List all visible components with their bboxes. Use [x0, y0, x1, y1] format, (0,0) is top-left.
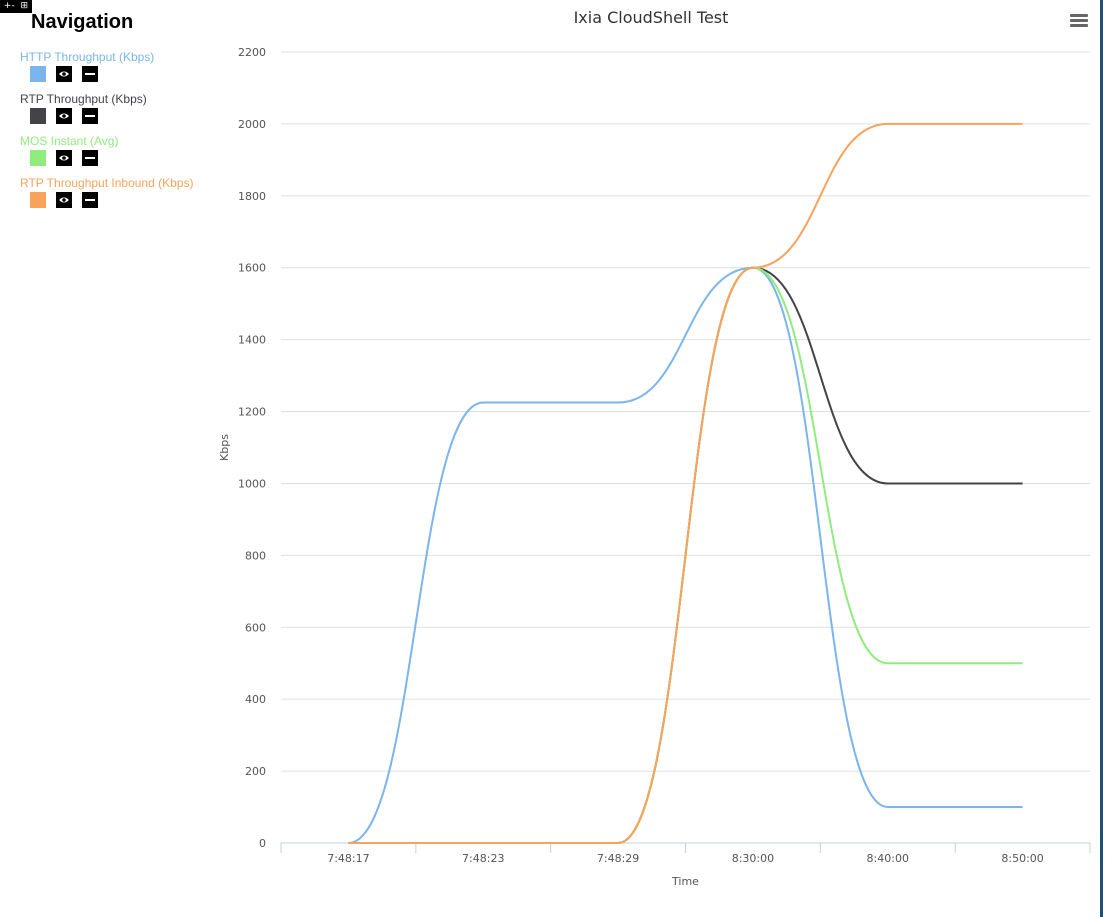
y-tick-label: 1200 — [238, 406, 266, 419]
y-tick-label: 1400 — [238, 334, 266, 347]
y-tick-label: 200 — [245, 765, 266, 778]
minus-icon — [85, 115, 95, 117]
series-color-swatch[interactable] — [30, 192, 46, 208]
remove-series-button[interactable] — [82, 108, 98, 124]
series-controls — [30, 66, 220, 82]
y-tick-label: 1600 — [238, 262, 266, 275]
series-label[interactable]: RTP Throughput Inbound (Kbps) — [20, 176, 194, 190]
x-tick-label: 7:48:29 — [597, 852, 639, 865]
mini-toolbar: +- ⊞ — [0, 0, 32, 13]
toggle-visibility-button[interactable] — [56, 150, 72, 166]
y-axis-title: Kbps — [218, 434, 231, 461]
minus-icon — [85, 157, 95, 159]
series-controls — [30, 192, 220, 208]
grid-icon[interactable]: ⊞ — [20, 1, 29, 11]
x-tick-label: 7:48:23 — [462, 852, 504, 865]
y-tick-label: 600 — [245, 621, 266, 634]
remove-series-button[interactable] — [82, 192, 98, 208]
hamburger-bar-icon — [1070, 24, 1088, 27]
eye-icon — [59, 71, 69, 77]
minus-icon — [85, 73, 95, 75]
chart-menu-button[interactable] — [1070, 14, 1088, 30]
series-color-swatch[interactable] — [30, 66, 46, 82]
eye-icon — [59, 155, 69, 161]
series-label[interactable]: HTTP Throughput (Kbps) — [20, 50, 155, 64]
y-tick-label: 1000 — [238, 477, 266, 490]
x-tick-label: 8:40:00 — [867, 852, 909, 865]
x-tick-label: 7:48:17 — [327, 852, 369, 865]
toggle-visibility-button[interactable] — [56, 108, 72, 124]
series-label[interactable]: RTP Throughput (Kbps) — [20, 92, 147, 106]
navigation-title: Navigation — [31, 11, 134, 33]
y-tick-label: 1800 — [238, 190, 266, 203]
series-line — [348, 266, 1023, 844]
eye-icon — [59, 197, 69, 203]
navigation-series-item: HTTP Throughput (Kbps) — [20, 50, 220, 92]
remove-series-button[interactable] — [82, 66, 98, 82]
navigation-series-item: RTP Throughput Inbound (Kbps) — [20, 176, 220, 218]
toggle-visibility-button[interactable] — [56, 192, 72, 208]
series-label[interactable]: MOS Instant (Avg) — [20, 134, 119, 148]
y-tick-label: 800 — [245, 549, 266, 562]
y-tick-label: 2200 — [238, 46, 266, 59]
navigation-series-item: MOS Instant (Avg) — [20, 134, 220, 176]
navigation-list: HTTP Throughput (Kbps) RTP Throughput (Kb… — [20, 50, 220, 218]
eye-icon — [59, 113, 69, 119]
minus-icon — [85, 199, 95, 201]
navigation-series-item: RTP Throughput (Kbps) — [20, 92, 220, 134]
toggle-visibility-button[interactable] — [56, 66, 72, 82]
x-axis-title: Time — [671, 875, 699, 888]
y-tick-label: 0 — [259, 837, 266, 850]
y-tick-label: 2000 — [238, 118, 266, 131]
expand-collapse-icon[interactable]: +- — [3, 1, 15, 11]
series-line — [348, 122, 1023, 845]
x-tick-label: 8:30:00 — [732, 852, 774, 865]
series-controls — [30, 108, 220, 124]
window-right-border — [1100, 0, 1103, 917]
y-tick-label: 400 — [245, 693, 266, 706]
series-color-swatch[interactable] — [30, 150, 46, 166]
hamburger-bar-icon — [1070, 19, 1088, 22]
x-tick-label: 8:50:00 — [1001, 852, 1043, 865]
series-color-swatch[interactable] — [30, 108, 46, 124]
hamburger-bar-icon — [1070, 14, 1088, 17]
remove-series-button[interactable] — [82, 150, 98, 166]
chart-title: Ixia CloudShell Test — [574, 8, 729, 27]
series-controls — [30, 150, 220, 166]
